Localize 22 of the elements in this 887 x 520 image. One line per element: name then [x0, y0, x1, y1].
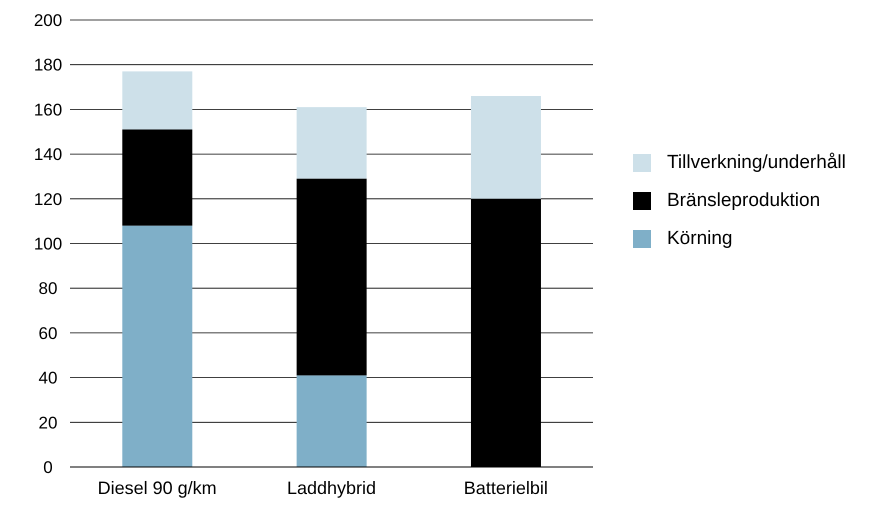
y-tick-label: 40	[38, 368, 58, 388]
x-tick-label: Laddhybrid	[286, 478, 376, 498]
y-tick-label: 180	[34, 56, 62, 75]
x-tick-label: Batterielbil	[464, 478, 548, 498]
bar	[296, 375, 367, 467]
y-tick-label: 100	[34, 234, 62, 254]
legend-label: Körning	[667, 228, 732, 250]
y-tick-label: 140	[34, 145, 62, 164]
y-tick-label: 60	[38, 324, 58, 343]
y-tick-label: 160	[34, 100, 62, 120]
legend-label: Bränsleproduktion	[667, 190, 820, 212]
bar	[122, 226, 192, 467]
x-tick-label: Diesel 90 g/km	[98, 478, 217, 498]
y-tick-label: 120	[34, 190, 62, 209]
y-tick-label: 80	[38, 279, 58, 298]
bar	[296, 107, 367, 179]
y-tick-label: 0	[43, 458, 53, 478]
legend-label: Tillverkning/underhåll	[667, 152, 846, 174]
bar	[470, 96, 541, 199]
y-tick-label: 200	[34, 11, 62, 30]
bar	[122, 71, 192, 130]
y-tick-label: 20	[38, 413, 58, 432]
